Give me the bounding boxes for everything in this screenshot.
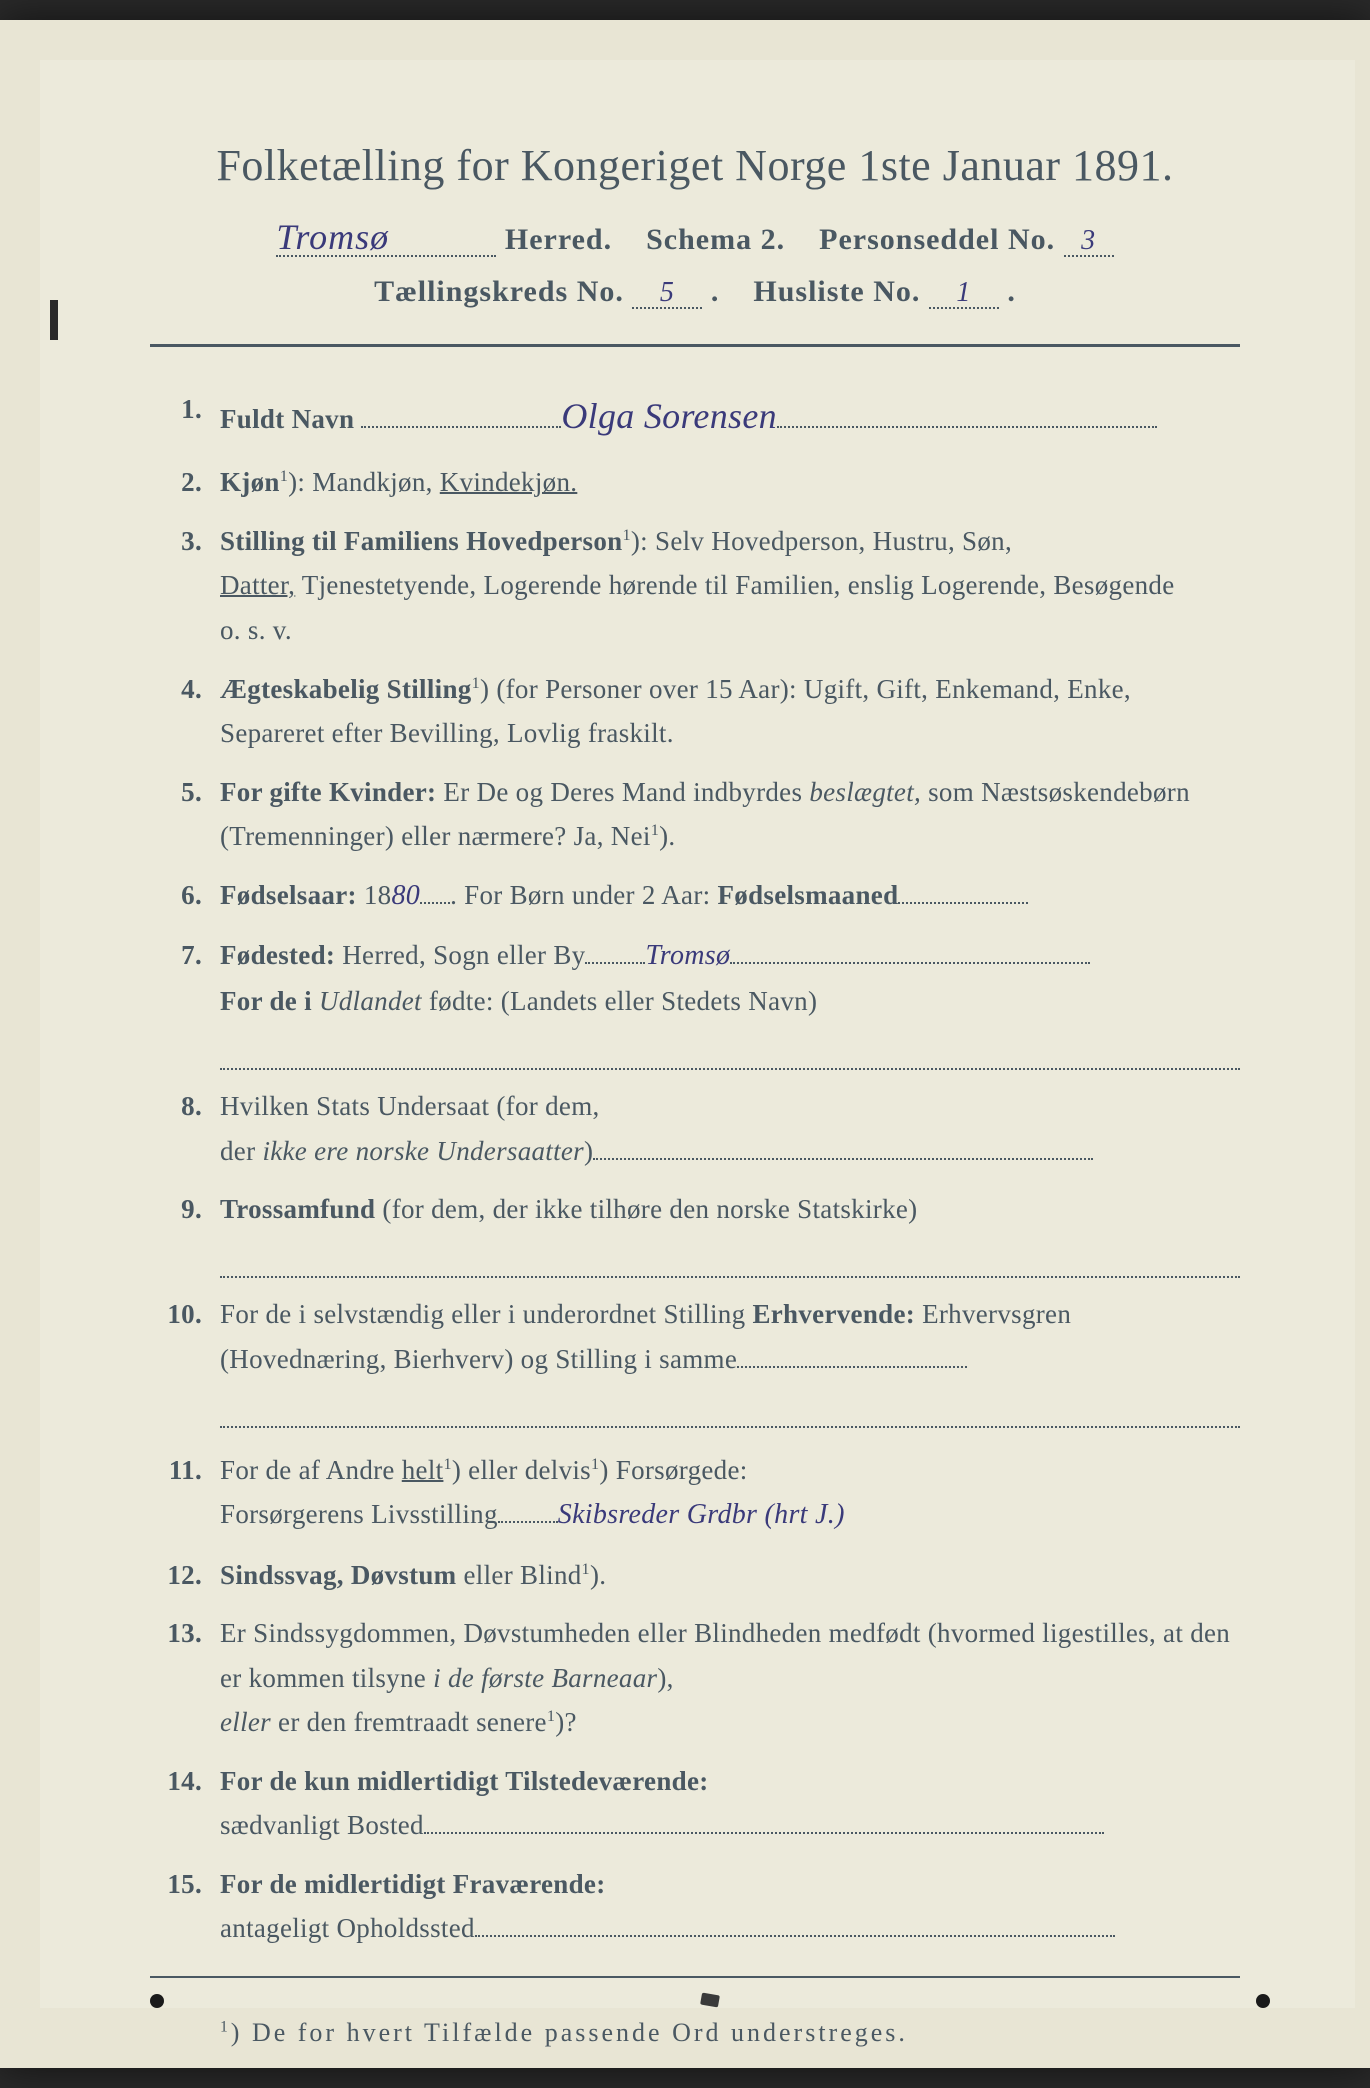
item-2-body: Kjøn1): Mandkjøn, Kvindekjøn. xyxy=(220,460,1240,505)
item-3-num: 3. xyxy=(150,519,220,653)
item-3-body: Stilling til Familiens Hovedperson1): Se… xyxy=(220,519,1240,653)
item-15-num: 15. xyxy=(150,1862,220,1951)
line-7-blank xyxy=(220,1030,1240,1071)
form-content: Folketælling for Kongeriget Norge 1ste J… xyxy=(150,140,1240,2048)
item-9: 9. Trossamfund (for dem, der ikke tilhør… xyxy=(150,1187,1240,1278)
item-8-body: Hvilken Stats Undersaat (for dem, der ik… xyxy=(220,1084,1240,1173)
item-10-num: 10. xyxy=(150,1292,220,1428)
item-3: 3. Stilling til Familiens Hovedperson1):… xyxy=(150,519,1240,653)
item-4-body: Ægteskabelig Stilling1) (for Personer ov… xyxy=(220,667,1240,756)
label-erhverv: Erhvervende: xyxy=(752,1299,915,1329)
label-kjon: Kjøn xyxy=(220,467,280,497)
item-5: 5. For gifte Kvinder: Er De og Deres Man… xyxy=(150,770,1240,859)
item-6-body: Fødselsaar: 1880. For Børn under 2 Aar: … xyxy=(220,873,1240,919)
schema-label: Schema 2. xyxy=(646,223,785,256)
footnote: 1) De for hvert Tilfælde passende Ord un… xyxy=(150,2018,1240,2048)
punch-holes xyxy=(150,1994,1270,2008)
label-navn: Fuldt Navn xyxy=(220,404,354,434)
item-1: 1. Fuldt Navn Olga Sorensen xyxy=(150,387,1240,446)
item-12: 12. Sindssvag, Døvstum eller Blind1). xyxy=(150,1553,1240,1598)
label-trossamfund: Trossamfund xyxy=(220,1194,375,1224)
value-kjon: Kvindekjøn. xyxy=(440,467,578,497)
label-sindssvag: Sindssvag, Døvstum xyxy=(220,1560,456,1590)
item-2: 2. Kjøn1): Mandkjøn, Kvindekjøn. xyxy=(150,460,1240,505)
label-gifte: For gifte Kvinder: xyxy=(220,777,436,807)
hole-left xyxy=(150,1994,164,2008)
header-line-2: Tællingskreds No. 5 . Husliste No. 1 . xyxy=(150,275,1240,309)
label-aegteskab: Ægteskabelig Stilling xyxy=(220,674,472,704)
binding-mark xyxy=(50,300,58,340)
item-7-num: 7. xyxy=(150,933,220,1070)
hole-mid xyxy=(700,1993,720,2008)
hole-right xyxy=(1256,1994,1270,2008)
item-1-num: 1. xyxy=(150,387,220,446)
husliste-label: Husliste No. xyxy=(753,275,920,308)
item-15-body: For de midlertidigt Fraværende: antageli… xyxy=(220,1862,1240,1951)
value-navn: Olga Sorensen xyxy=(561,396,777,436)
item-6-num: 6. xyxy=(150,873,220,919)
item-13-num: 13. xyxy=(150,1611,220,1745)
herred-value: Tromsø xyxy=(276,219,496,257)
item-1-body: Fuldt Navn Olga Sorensen xyxy=(220,387,1240,446)
label-fodested: Fødested: xyxy=(220,940,335,970)
item-7: 7. Fødested: Herred, Sogn eller ByTromsø… xyxy=(150,933,1240,1070)
personseddel-no: 3 xyxy=(1064,227,1114,257)
item-7-body: Fødested: Herred, Sogn eller ByTromsø Fo… xyxy=(220,933,1240,1070)
label-stilling: Stilling til Familiens Hovedperson xyxy=(220,526,622,556)
item-8: 8. Hvilken Stats Undersaat (for dem, der… xyxy=(150,1084,1240,1173)
value-forsorger: Skibsreder Grdbr (hrt J.) xyxy=(558,1499,845,1530)
census-form-page: Folketælling for Kongeriget Norge 1ste J… xyxy=(0,20,1370,2068)
item-9-num: 9. xyxy=(150,1187,220,1278)
value-year: 80 xyxy=(391,880,420,911)
item-4: 4. Ægteskabelig Stilling1) (for Personer… xyxy=(150,667,1240,756)
line-9-blank xyxy=(220,1238,1240,1279)
item-5-body: For gifte Kvinder: Er De og Deres Mand i… xyxy=(220,770,1240,859)
item-11-num: 11. xyxy=(150,1448,220,1539)
item-9-body: Trossamfund (for dem, der ikke tilhøre d… xyxy=(220,1187,1240,1278)
kreds-no: 5 xyxy=(632,279,702,309)
item-12-body: Sindssvag, Døvstum eller Blind1). xyxy=(220,1553,1240,1598)
divider-bottom xyxy=(150,1976,1240,1978)
label-fravaer: For de midlertidigt Fraværende: xyxy=(220,1869,605,1899)
personseddel-label: Personseddel No. xyxy=(819,223,1055,256)
item-14-num: 14. xyxy=(150,1759,220,1848)
item-10-body: For de i selvstændig eller i underordnet… xyxy=(220,1292,1240,1428)
kreds-label: Tællingskreds No. xyxy=(374,275,624,308)
item-14: 14. For de kun midlertidigt Tilstedevære… xyxy=(150,1759,1240,1848)
item-12-num: 12. xyxy=(150,1553,220,1598)
item-14-body: For de kun midlertidigt Tilstedeværende:… xyxy=(220,1759,1240,1848)
label-fodselsaar: Fødselsaar: xyxy=(220,880,357,910)
page-title: Folketælling for Kongeriget Norge 1ste J… xyxy=(150,140,1240,191)
item-8-num: 8. xyxy=(150,1084,220,1173)
herred-label: Herred. xyxy=(505,223,612,256)
header-line-1: Tromsø Herred. Schema 2. Personseddel No… xyxy=(150,219,1240,257)
divider-top xyxy=(150,344,1240,347)
item-13-body: Er Sindssygdommen, Døvstumheden eller Bl… xyxy=(220,1611,1240,1745)
item-13: 13. Er Sindssygdommen, Døvstumheden elle… xyxy=(150,1611,1240,1745)
label-tilstede: For de kun midlertidigt Tilstedeværende: xyxy=(220,1766,709,1796)
item-4-num: 4. xyxy=(150,667,220,756)
item-15: 15. For de midlertidigt Fraværende: anta… xyxy=(150,1862,1240,1951)
item-11: 11. For de af Andre helt1) eller delvis1… xyxy=(150,1448,1240,1539)
item-6: 6. Fødselsaar: 1880. For Børn under 2 Aa… xyxy=(150,873,1240,919)
item-5-num: 5. xyxy=(150,770,220,859)
item-2-num: 2. xyxy=(150,460,220,505)
value-datter: Datter, xyxy=(220,570,295,600)
item-11-body: For de af Andre helt1) eller delvis1) Fo… xyxy=(220,1448,1240,1539)
line-10-blank xyxy=(220,1387,1240,1428)
value-fodested: Tromsø xyxy=(645,940,730,971)
item-10: 10. For de i selvstændig eller i underor… xyxy=(150,1292,1240,1428)
husliste-no: 1 xyxy=(929,279,999,309)
